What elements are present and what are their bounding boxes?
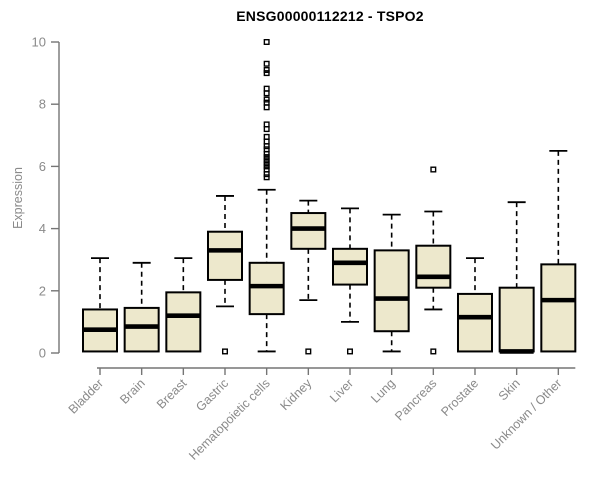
y-tick-label: 6 <box>39 159 46 174</box>
outlier-point <box>263 160 270 167</box>
x-tick-label: Hematopoietic cells <box>186 376 273 463</box>
y-tick-label: 4 <box>39 221 46 236</box>
outlier-point <box>305 348 312 355</box>
y-tick-label: 10 <box>32 35 46 50</box>
outlier-point <box>263 174 270 181</box>
x-tick-label: Liver <box>327 376 356 405</box>
box-liver <box>331 247 368 286</box>
box-breast <box>165 291 202 353</box>
outlier-point <box>430 348 437 355</box>
y-tick-label: 8 <box>39 97 46 112</box>
x-tick-label: Pancreas <box>392 376 439 423</box>
outlier-point <box>263 39 270 46</box>
x-tick-label: Breast <box>154 376 190 412</box>
x-tick-label: Lung <box>368 376 398 406</box>
outlier-point <box>263 60 270 67</box>
y-tick-label: 0 <box>39 346 46 361</box>
outlier-point <box>263 143 270 150</box>
outlier-point <box>263 66 270 73</box>
box-gastric <box>206 230 243 281</box>
outlier-point <box>430 166 437 173</box>
outlier-point <box>263 150 270 157</box>
x-tick-label: Prostate <box>438 376 481 419</box>
outlier-point <box>263 121 270 128</box>
x-tick-label: Unknown / Other <box>488 376 564 452</box>
outlier-point <box>346 348 353 355</box>
y-tick-label: 2 <box>39 283 46 298</box>
outlier-point <box>263 157 270 164</box>
outlier-point <box>263 146 270 153</box>
box-kidney <box>290 212 327 250</box>
x-tick-label: Skin <box>496 376 523 403</box>
outlier-point <box>263 166 270 173</box>
box-unknown-other <box>540 263 577 353</box>
outlier-point <box>263 154 270 161</box>
outlier-point <box>263 138 270 145</box>
box-lung <box>373 249 410 333</box>
outlier-point <box>263 104 270 111</box>
outlier-point <box>263 85 270 92</box>
outlier-point <box>263 171 270 178</box>
box-pancreas <box>415 244 452 289</box>
outlier-point <box>263 126 270 133</box>
x-tick-label: Brain <box>117 376 148 407</box>
box-hematopoietic-cells <box>248 261 285 316</box>
box-brain <box>123 306 160 353</box>
x-tick-label: Gastric <box>193 376 231 414</box>
box-skin <box>498 286 535 353</box>
chart-title: ENSG00000112212 - TSPO2 <box>236 8 424 24</box>
outlier-point <box>263 99 270 106</box>
x-tick-label: Kidney <box>278 376 315 413</box>
outlier-point <box>263 163 270 170</box>
box-prostate <box>456 292 493 353</box>
outlier-point <box>263 133 270 140</box>
outlier-point <box>263 96 270 103</box>
outlier-point <box>221 348 228 355</box>
outlier-point <box>263 90 270 97</box>
outlier-point <box>263 70 270 77</box>
x-tick-label: Bladder <box>66 376 106 416</box>
